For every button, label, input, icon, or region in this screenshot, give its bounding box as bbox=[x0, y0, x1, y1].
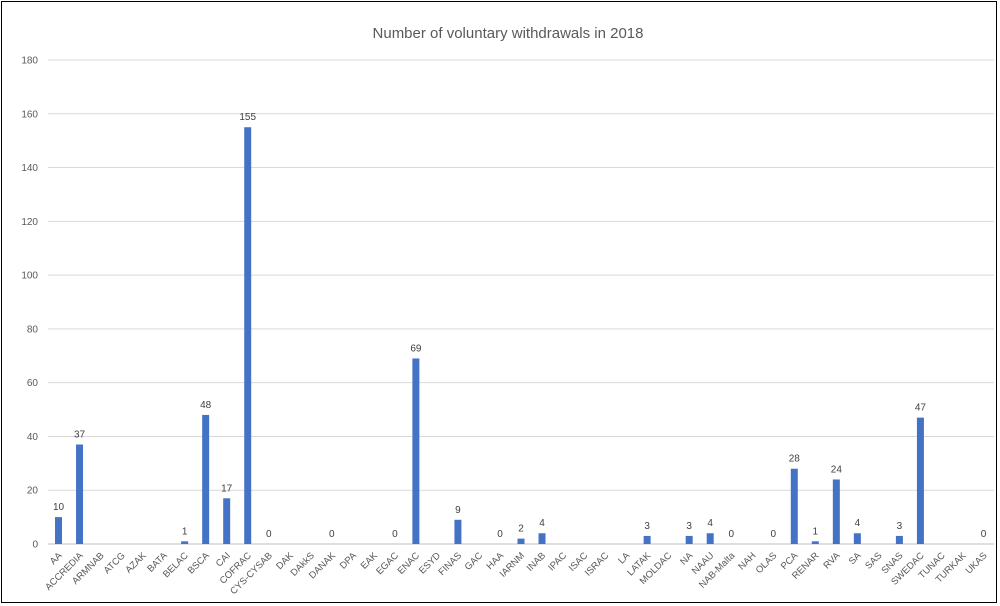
data-label: 2 bbox=[518, 524, 524, 535]
data-label: 3 bbox=[686, 521, 692, 532]
chart-title: Number of voluntary withdrawals in 2018 bbox=[373, 25, 644, 42]
data-label: 155 bbox=[239, 112, 256, 123]
bar bbox=[55, 517, 63, 544]
data-label: 17 bbox=[221, 483, 233, 494]
data-label: 0 bbox=[770, 529, 776, 540]
data-label: 3 bbox=[897, 521, 903, 532]
bar bbox=[538, 533, 546, 544]
data-label: 48 bbox=[200, 400, 212, 411]
x-tick-label: INAB bbox=[525, 550, 548, 573]
data-label: 37 bbox=[74, 430, 86, 441]
x-tick-label: EGAC bbox=[374, 550, 401, 577]
data-label: 9 bbox=[455, 505, 461, 516]
bar bbox=[76, 444, 84, 544]
y-tick-label: 0 bbox=[32, 540, 38, 551]
bar bbox=[643, 535, 651, 544]
data-label: 0 bbox=[981, 529, 987, 540]
gridlines bbox=[48, 59, 994, 545]
data-label: 0 bbox=[497, 529, 503, 540]
bar bbox=[706, 533, 714, 544]
y-tick-label: 20 bbox=[27, 486, 39, 497]
data-label: 0 bbox=[392, 529, 398, 540]
bar bbox=[202, 414, 210, 544]
bar bbox=[181, 541, 189, 544]
bar bbox=[412, 358, 420, 544]
data-label: 0 bbox=[728, 529, 734, 540]
data-label: 1 bbox=[182, 526, 188, 537]
bars bbox=[55, 127, 924, 544]
x-tick-label: UKAS bbox=[964, 550, 990, 576]
bar bbox=[811, 541, 819, 544]
bar bbox=[853, 533, 861, 544]
bar bbox=[685, 535, 693, 544]
data-label: 4 bbox=[539, 518, 545, 529]
y-tick-label: 120 bbox=[21, 217, 38, 228]
bar bbox=[916, 417, 924, 544]
data-label: 0 bbox=[266, 529, 272, 540]
x-tick-label: SA bbox=[847, 550, 864, 567]
y-tick-label: 80 bbox=[27, 324, 39, 335]
y-tick-label: 100 bbox=[21, 271, 38, 282]
data-label: 28 bbox=[789, 454, 801, 465]
y-tick-label: 160 bbox=[21, 109, 38, 120]
data-label: 24 bbox=[831, 464, 843, 475]
x-tick-label: RVA bbox=[821, 550, 842, 571]
x-tick-label: ISRAC bbox=[583, 550, 611, 578]
x-tick-label: IPAC bbox=[546, 550, 569, 573]
y-tick-label: 140 bbox=[21, 163, 38, 174]
data-label: 4 bbox=[707, 518, 713, 529]
bar bbox=[790, 468, 798, 544]
bar bbox=[517, 538, 525, 544]
x-tick-label: OLAS bbox=[754, 550, 780, 576]
data-label: 3 bbox=[644, 521, 650, 532]
data-label: 4 bbox=[855, 518, 861, 529]
x-tick-label: AZAK bbox=[123, 550, 149, 576]
y-tick-label: 40 bbox=[27, 432, 39, 443]
bar bbox=[832, 479, 840, 544]
x-tick-label: BSCA bbox=[186, 550, 213, 577]
data-label: 1 bbox=[813, 526, 819, 537]
data-label: 47 bbox=[915, 403, 927, 414]
bar bbox=[454, 519, 462, 544]
bar bbox=[244, 127, 252, 544]
y-axis-ticks: 0 20 40 60 80 100 120 140 160 180 bbox=[21, 56, 38, 551]
x-tick-label: FINAS bbox=[436, 550, 464, 578]
bar bbox=[895, 535, 903, 544]
x-tick-label: ATCG bbox=[102, 550, 128, 576]
data-label: 0 bbox=[329, 529, 335, 540]
x-tick-label: LA bbox=[616, 550, 632, 566]
bar bbox=[223, 498, 231, 544]
x-tick-label: DPA bbox=[338, 550, 360, 572]
data-label: 69 bbox=[410, 343, 422, 354]
x-tick-label: ENAC bbox=[396, 550, 423, 577]
y-tick-label: 60 bbox=[27, 378, 39, 389]
y-tick-label: 180 bbox=[21, 56, 38, 67]
x-tick-label: GAC bbox=[463, 550, 485, 572]
data-label: 10 bbox=[53, 502, 65, 513]
